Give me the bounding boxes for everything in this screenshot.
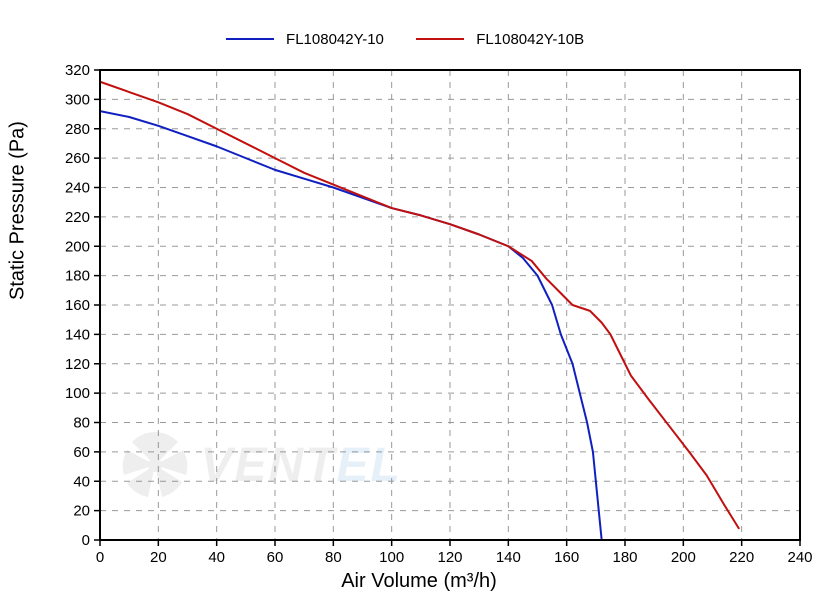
y-tick-label: 160 — [65, 297, 90, 314]
x-tick-label: 240 — [787, 549, 812, 566]
x-tick-label: 220 — [729, 549, 754, 566]
y-tick-label: 260 — [65, 150, 90, 167]
chart-legend: FL108042Y-10 FL108042Y-10B — [0, 30, 838, 48]
y-tick-label: 100 — [65, 385, 90, 402]
y-tick-label: 280 — [65, 121, 90, 138]
y-tick-label: 40 — [73, 473, 90, 490]
y-tick-label: 200 — [65, 238, 90, 255]
pressure-vs-airvolume-chart: FL108042Y-10 FL108042Y-10B Static Pressu… — [0, 0, 838, 607]
x-tick-label: 20 — [150, 549, 167, 566]
x-tick-label: 60 — [267, 549, 284, 566]
legend-label-series-1: FL108042Y-10 — [286, 31, 384, 48]
legend-swatch-series-2 — [416, 38, 464, 40]
x-tick-label: 80 — [325, 549, 342, 566]
x-tick-label: 180 — [612, 549, 637, 566]
y-tick-label: 240 — [65, 180, 90, 197]
y-tick-label: 60 — [73, 444, 90, 461]
y-tick-label: 140 — [65, 326, 90, 343]
y-tick-label: 180 — [65, 268, 90, 285]
y-tick-label: 220 — [65, 209, 90, 226]
y-tick-label: 80 — [73, 415, 90, 432]
x-tick-label: 120 — [437, 549, 462, 566]
x-axis-title: Air Volume (m³/h) — [0, 570, 838, 593]
y-tick-label: 300 — [65, 91, 90, 108]
x-tick-label: 200 — [671, 549, 696, 566]
legend-label-series-2: FL108042Y-10B — [476, 31, 584, 48]
legend-swatch-series-1 — [226, 38, 274, 40]
y-tick-label: 120 — [65, 356, 90, 373]
y-axis-title: Static Pressure (Pa) — [7, 121, 30, 300]
y-tick-label: 320 — [65, 62, 90, 79]
series-line-1 — [100, 111, 602, 540]
y-tick-label: 20 — [73, 503, 90, 520]
x-tick-label: 160 — [554, 549, 579, 566]
x-tick-label: 140 — [496, 549, 521, 566]
chart-svg: 0 20 40 60 80 100 120 140 160 180 200 220 240 0 20 40 60… — [0, 0, 838, 607]
y-tick-label: 0 — [82, 532, 90, 549]
x-tick-label: 0 — [96, 549, 104, 566]
x-tick-label: 100 — [379, 549, 404, 566]
x-tick-label: 40 — [208, 549, 225, 566]
